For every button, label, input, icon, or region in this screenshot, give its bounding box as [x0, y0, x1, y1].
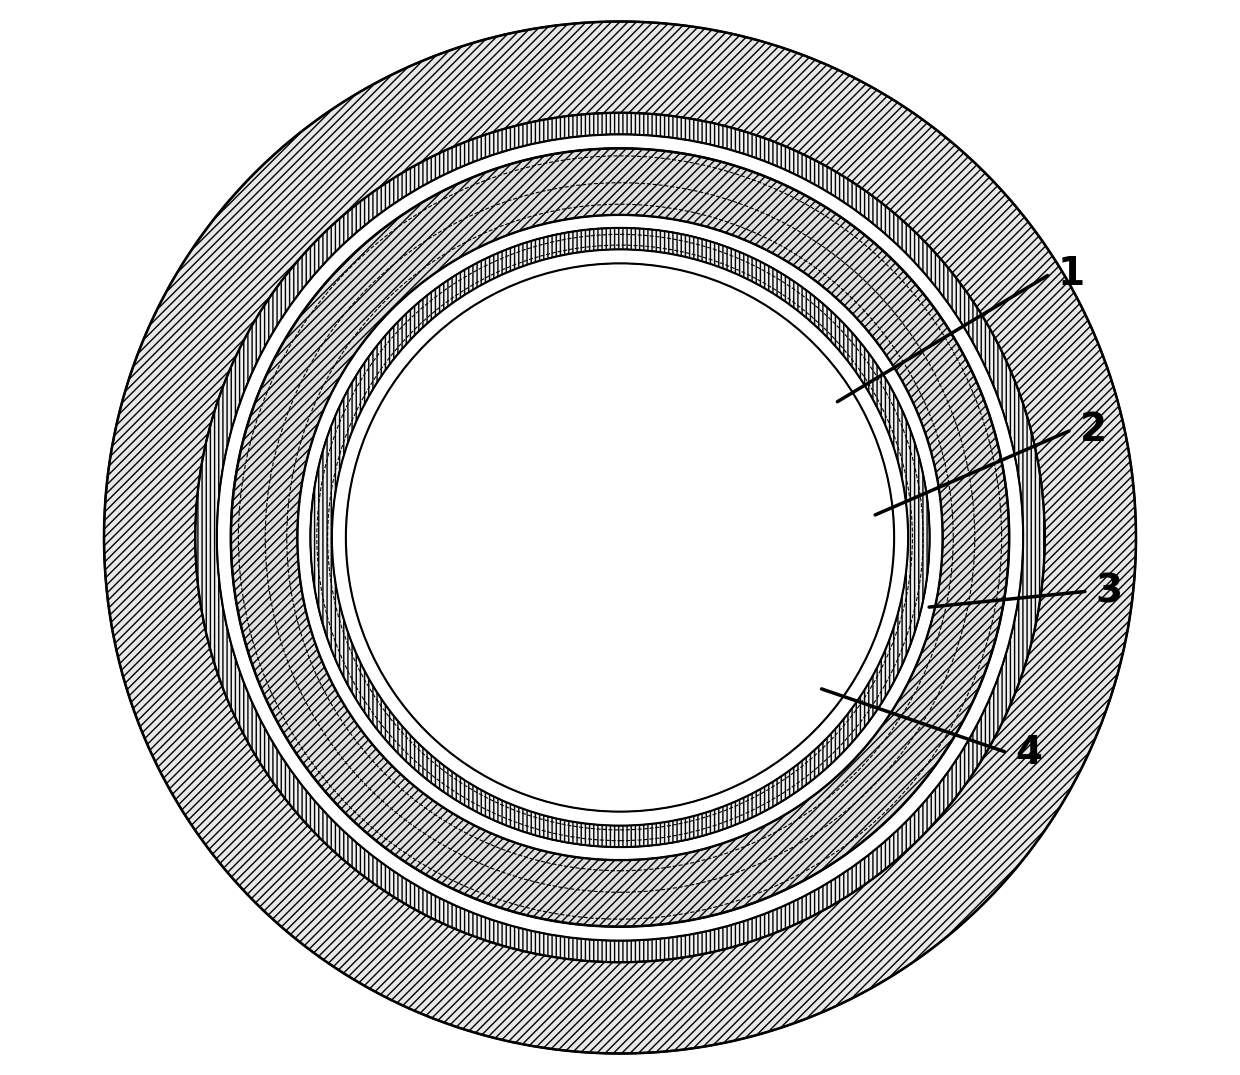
PathPatch shape — [104, 22, 1136, 1054]
PathPatch shape — [217, 134, 1023, 941]
PathPatch shape — [298, 215, 942, 860]
PathPatch shape — [310, 228, 930, 847]
Text: 4: 4 — [1016, 733, 1042, 772]
Text: 2: 2 — [1080, 411, 1106, 449]
Text: 3: 3 — [1096, 572, 1122, 611]
PathPatch shape — [332, 249, 908, 826]
PathPatch shape — [231, 148, 1009, 927]
PathPatch shape — [196, 113, 1044, 962]
Text: 1: 1 — [1058, 255, 1085, 293]
